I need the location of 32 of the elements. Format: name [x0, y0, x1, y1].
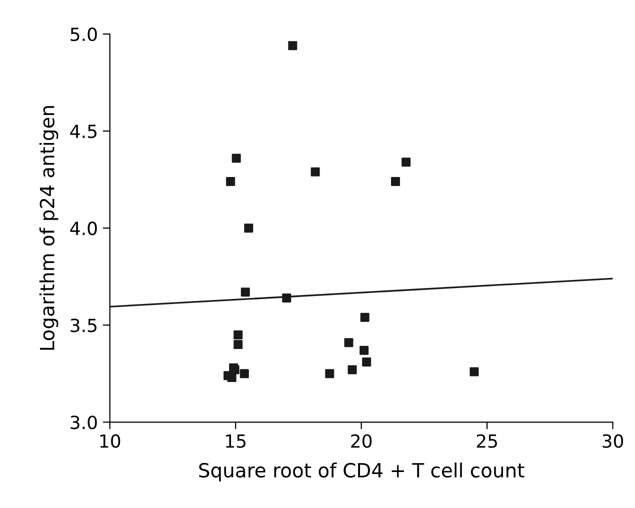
y-tick-label: 4.0	[70, 222, 97, 236]
point	[362, 357, 372, 366]
point	[360, 312, 370, 322]
point	[232, 154, 241, 163]
x-axis-title: Square root of CD4 + T cell count	[199, 462, 524, 482]
y-axis-title: Logarithm of p24 antigen	[39, 106, 58, 350]
point	[240, 288, 250, 297]
x-tick-label: 10	[100, 434, 120, 448]
point	[325, 369, 334, 378]
point	[402, 158, 411, 167]
y-tick-label: 3.5	[70, 318, 96, 332]
x-tick-label: 20	[351, 434, 372, 448]
point	[344, 338, 354, 348]
point	[310, 167, 320, 176]
point	[227, 373, 236, 382]
point	[226, 177, 236, 186]
point	[348, 365, 357, 374]
x-tick-label: 30	[602, 434, 624, 448]
point	[234, 330, 243, 340]
point	[244, 224, 254, 233]
x-tick-label: 15	[226, 434, 246, 448]
x-tick-label: 25	[476, 434, 497, 448]
point	[288, 41, 298, 50]
y-tick-label: 4.5	[70, 124, 96, 138]
point	[240, 369, 249, 378]
point	[391, 177, 400, 186]
point	[282, 293, 292, 302]
y-tick-label: 5.0	[70, 27, 97, 42]
point	[234, 340, 243, 350]
y-tick-label: 3.0	[70, 416, 97, 430]
point	[470, 367, 479, 376]
point	[360, 346, 369, 355]
